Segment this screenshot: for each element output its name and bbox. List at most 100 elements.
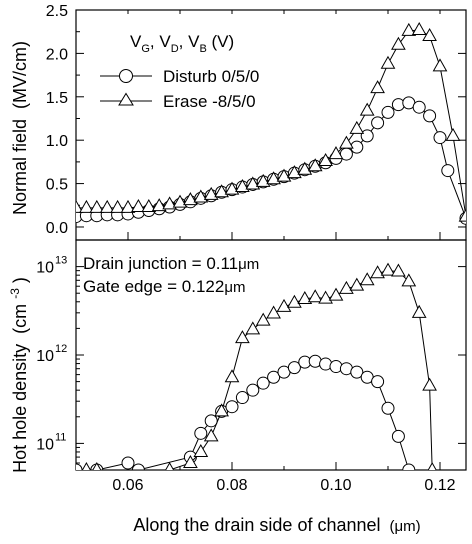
top-y-tick-label: 0.5 — [46, 177, 68, 194]
x-axis-label-unit: (μm) — [390, 518, 421, 535]
bottom-point-triangle — [328, 287, 344, 301]
top-point-circle — [423, 109, 437, 123]
top-point-circle — [360, 129, 374, 143]
bottom-point-circle — [391, 429, 405, 443]
top-point-circle — [433, 131, 447, 145]
bottom-point-triangle — [427, 461, 437, 470]
bottom-ylabel: Hot hole density (cm -3 ) — [3, 277, 30, 473]
top-point-triangle — [349, 120, 365, 134]
legend-label-disturb: Disturb 0/5/0 — [163, 67, 259, 86]
top-point-circle — [441, 164, 455, 178]
top-y-tick-label: 2.5 — [46, 3, 68, 20]
top-point-triangle — [141, 199, 157, 213]
bottom-point-triangle — [255, 312, 271, 326]
legend-title-unit: (V) — [207, 32, 234, 51]
bottom-frame — [75, 239, 467, 471]
top-point-triangle — [193, 189, 209, 203]
legend-title-sub-g: G — [141, 43, 150, 55]
bottom-point-circle — [121, 456, 135, 470]
top-point-triangle — [391, 36, 406, 50]
top-ylabel: Normal field (MV/cm) — [10, 41, 30, 215]
x-axis-label: Along the drain side of channel (μm) — [133, 515, 420, 535]
bottom-point-triangle — [287, 294, 302, 308]
bottom-point-triangle — [214, 403, 229, 417]
top-point-triangle — [224, 181, 240, 195]
top-point-triangle — [76, 199, 84, 213]
bottom-point-circle — [402, 463, 416, 470]
bottom-point-triangle — [276, 298, 292, 312]
top-point-triangle — [297, 161, 313, 175]
annotation-gate-edge-text: Gate edge = 0.122 — [83, 277, 224, 296]
bottom-point-circle — [256, 376, 270, 390]
bottom-point-circle — [329, 360, 343, 374]
top-point-triangle — [287, 165, 302, 179]
bottom-point-triangle — [183, 454, 198, 469]
legend-marker-erase — [118, 92, 134, 106]
annotation-gate-edge: Gate edge = 0.122μm — [83, 277, 245, 296]
bottom-point-triangle — [422, 377, 437, 391]
bottom-y-tick-label: 10 — [36, 348, 54, 365]
top-point-triangle — [266, 171, 281, 185]
top-y-tick-label: 0.0 — [46, 220, 68, 237]
bottom-point-triangle — [245, 321, 261, 335]
bottom-ylabel-unit-open: (cm — [10, 304, 30, 334]
bottom-point-triangle — [193, 443, 209, 457]
bottom-point-circle — [246, 383, 260, 397]
legend-marker-disturb — [119, 69, 133, 83]
bottom-ylabel-main: Hot hole density — [10, 344, 30, 473]
top-point-triangle — [183, 192, 198, 206]
top-y-tick-label: 1.5 — [46, 90, 68, 107]
bottom-point-triangle — [380, 262, 396, 276]
top-series-line — [76, 29, 466, 217]
bottom-point-triangle — [349, 277, 365, 291]
top-point-triangle — [79, 199, 94, 213]
top-y-tick-label: 1.0 — [46, 133, 68, 150]
bottom-point-triangle — [359, 272, 375, 286]
bottom-ylabel-unit-close: ) — [10, 277, 30, 283]
top-point-triangle — [445, 127, 461, 141]
bottom-point-triangle — [92, 461, 102, 470]
top-point-triangle — [307, 158, 323, 172]
top-point-triangle — [110, 199, 125, 213]
legend-title-sub-d: D — [171, 43, 179, 55]
top-point-triangle — [380, 55, 396, 69]
annotation-drain-junction: Drain junction = 0.11μm — [83, 254, 259, 273]
annotation-drain-junction-unit: μm — [238, 256, 259, 273]
top-point-triangle — [359, 102, 375, 116]
legend: VG, VD, VB (V) Disturb 0/5/0 Erase -8/5/… — [100, 32, 259, 111]
bottom-point-triangle — [307, 289, 323, 303]
top-ylabel-main: Normal field — [10, 119, 30, 215]
top-point-triangle — [214, 184, 229, 198]
legend-title: VG, VD, VB (V) — [130, 32, 234, 55]
top-point-triangle — [131, 199, 146, 213]
bottom-point-triangle — [370, 265, 385, 279]
legend-title-v1: V — [130, 32, 142, 51]
bottom-point-circle — [350, 365, 364, 379]
bottom-point-circle — [225, 400, 239, 414]
top-ylabel-unit: (MV/cm) — [10, 41, 30, 109]
top-point-triangle — [401, 22, 417, 36]
bottom-point-triangle — [318, 290, 333, 304]
top-point-triangle — [276, 168, 292, 182]
bottom-series-disturb — [76, 354, 416, 470]
x-tick-label: 0.06 — [112, 477, 143, 494]
bottom-y-tick-label: 10 — [36, 436, 54, 453]
legend-label-erase: Erase -8/5/0 — [163, 92, 256, 111]
legend-title-sub-b: B — [199, 43, 206, 55]
bottom-point-triangle — [266, 305, 281, 319]
top-point-circle — [412, 100, 426, 114]
bottom-y-tick-exponent: 11 — [55, 431, 66, 443]
bottom-point-triangle — [401, 273, 417, 287]
top-series-line — [76, 102, 466, 219]
top-point-triangle — [203, 186, 219, 200]
annotation-drain-junction-text: Drain junction = 0.11 — [83, 254, 238, 273]
top-point-triangle — [162, 196, 177, 210]
annotation-gate-edge-unit: μm — [224, 279, 245, 296]
top-point-triangle — [255, 173, 271, 187]
legend-title-v3: , V — [179, 32, 200, 51]
bottom-y-tick-exponent: 13 — [55, 255, 67, 267]
x-tick-label: 0.10 — [320, 477, 351, 494]
bottom-point-circle — [235, 391, 249, 405]
top-point-circle — [371, 116, 385, 130]
